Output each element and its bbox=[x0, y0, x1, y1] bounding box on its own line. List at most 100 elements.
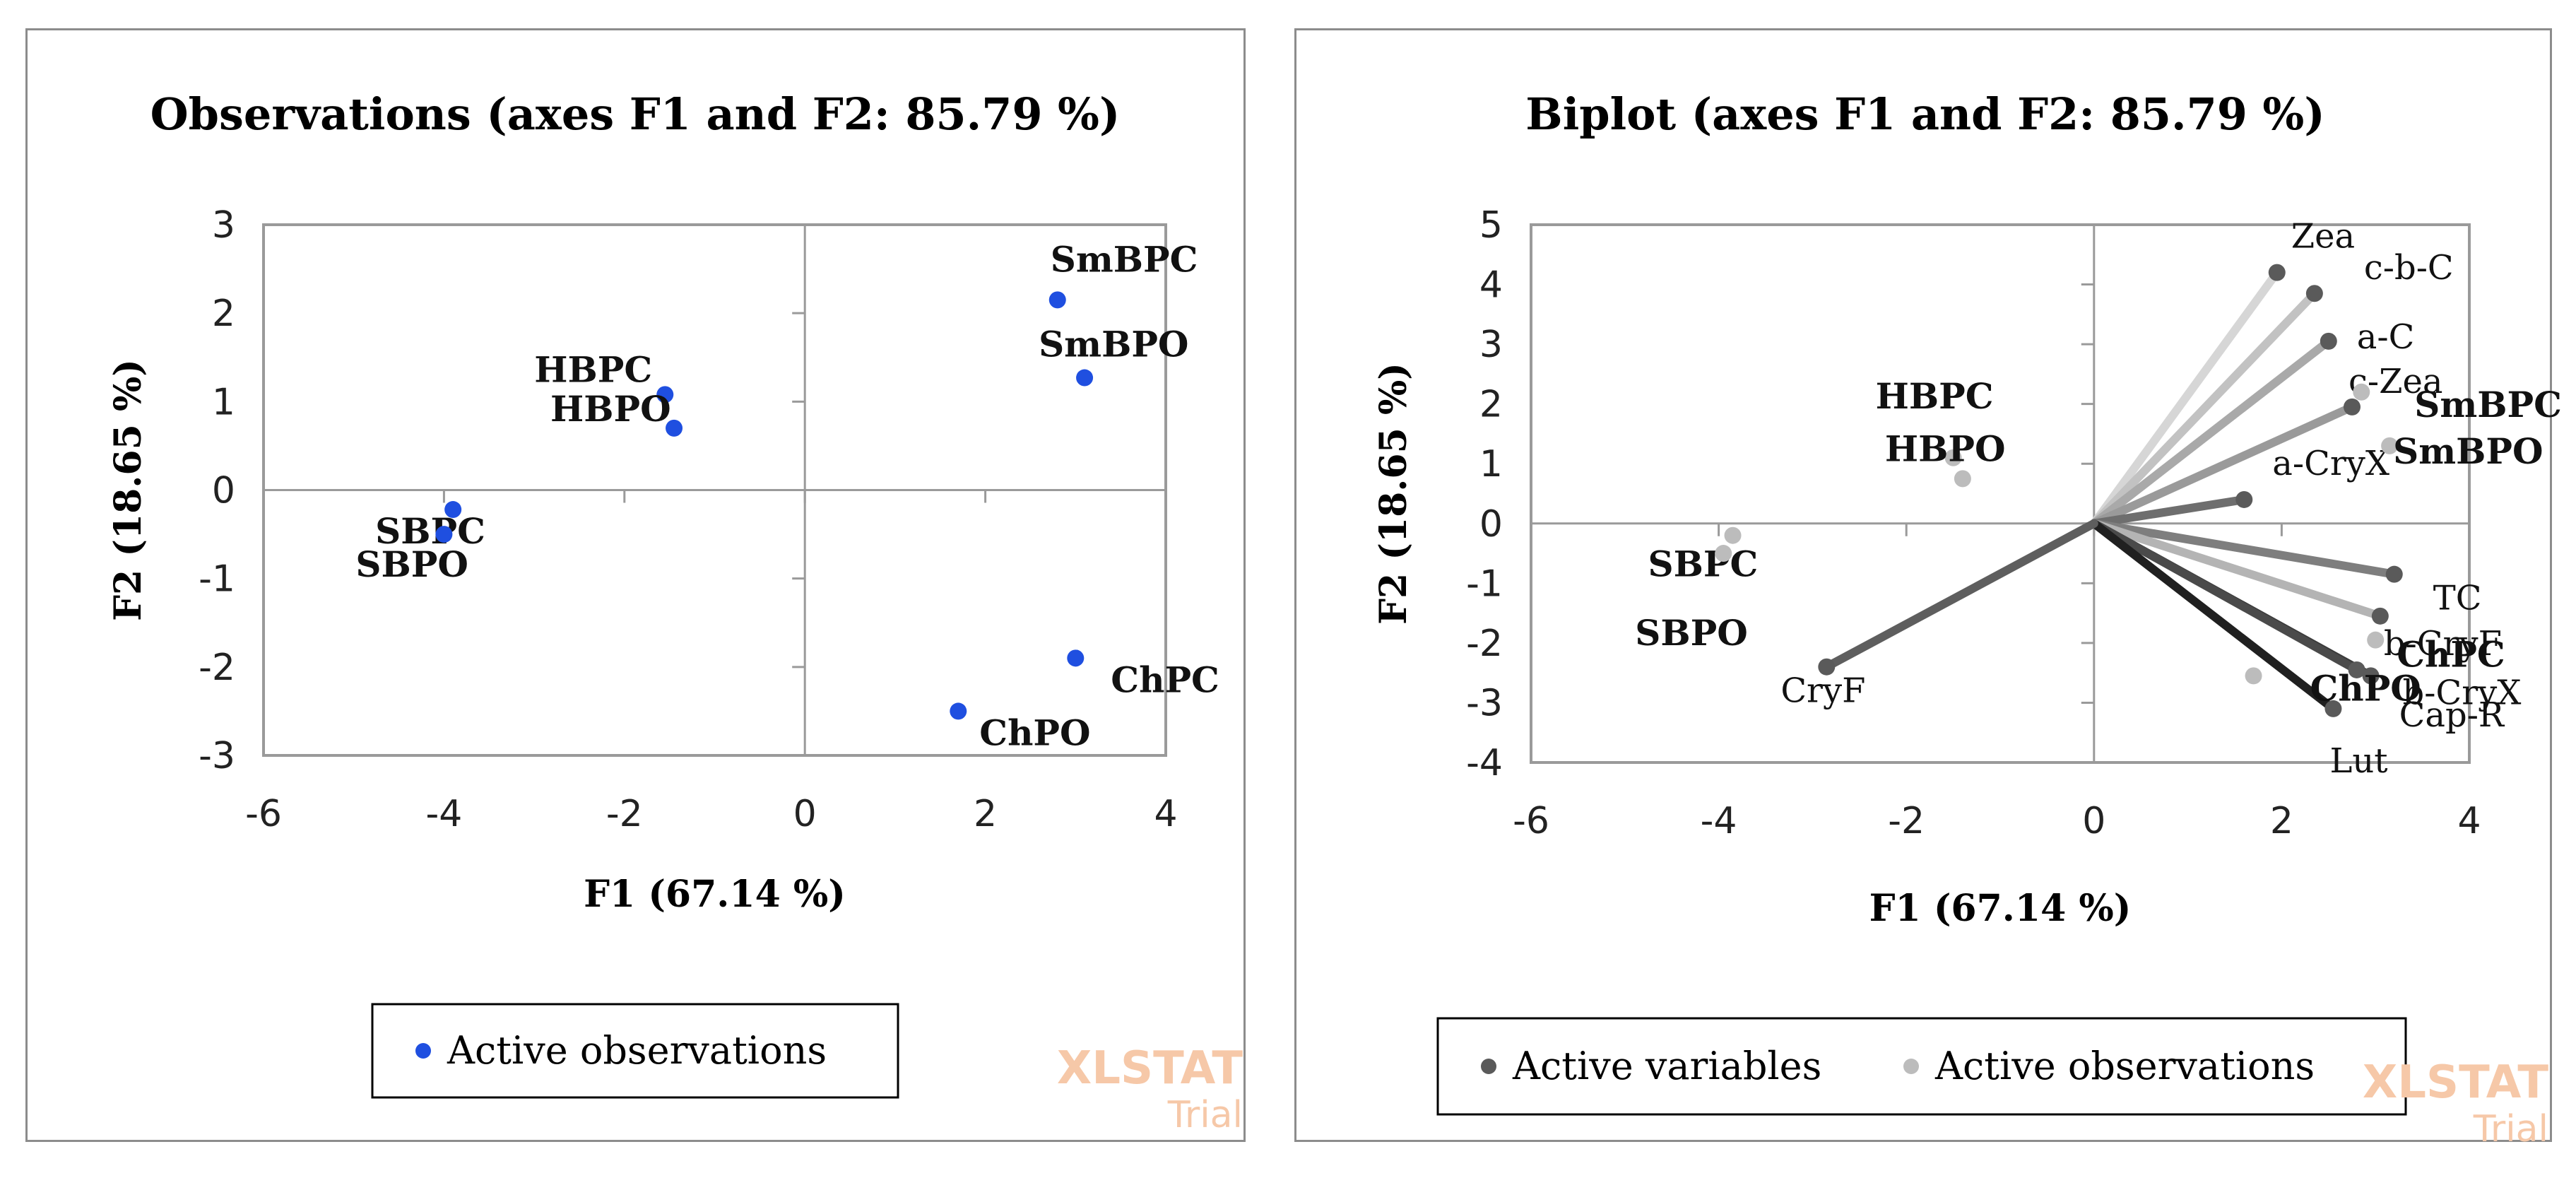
observation-label: SmBPO bbox=[2393, 430, 2543, 472]
observation-point bbox=[1067, 649, 1085, 667]
observation-label: ChPC bbox=[2397, 634, 2505, 676]
y-tick-label: 2 bbox=[1479, 384, 1503, 426]
observation-point bbox=[1724, 526, 1742, 544]
variable-point bbox=[2235, 490, 2253, 508]
chart-title: Biplot (axes F1 and F2: 85.79 %) bbox=[1525, 88, 2324, 140]
observation-point bbox=[2353, 383, 2370, 401]
observation-point bbox=[666, 419, 683, 437]
variable-vector bbox=[2089, 519, 2399, 579]
y-tick-label: -4 bbox=[1466, 742, 1503, 784]
legend-box bbox=[1436, 1017, 2407, 1116]
observation-label: SBPO bbox=[355, 543, 468, 585]
y-tick-label: 1 bbox=[1479, 443, 1503, 485]
y-tick-label: 2 bbox=[212, 293, 235, 335]
y-tick-label: 0 bbox=[1479, 503, 1503, 546]
variable-point bbox=[2268, 264, 2286, 281]
variable-vector bbox=[2089, 289, 2319, 528]
observation-label: SmBPO bbox=[1039, 324, 1188, 365]
x-tick-label: 0 bbox=[793, 793, 817, 835]
y-tick-label: 3 bbox=[212, 204, 235, 247]
y-tick-label: -3 bbox=[199, 735, 235, 777]
observation-label: HBPC bbox=[1876, 375, 1994, 417]
variable-point bbox=[2324, 700, 2342, 717]
legend-marker bbox=[1903, 1059, 1919, 1074]
trial-watermark: Trial bbox=[2473, 1108, 2548, 1150]
x-axis-title: F1 (67.14 %) bbox=[584, 873, 846, 916]
y-tick-label: -1 bbox=[199, 558, 235, 601]
observation-label: HBPO bbox=[1885, 428, 2006, 469]
x-tick-label: -4 bbox=[425, 793, 462, 835]
variable-point bbox=[2362, 667, 2380, 685]
observation-point bbox=[2245, 667, 2262, 685]
x-tick-label: -6 bbox=[245, 793, 282, 835]
variable-point bbox=[2385, 565, 2403, 583]
y-tick-label: -2 bbox=[199, 647, 235, 689]
variable-point bbox=[2320, 332, 2337, 350]
variable-label: a-C bbox=[2357, 317, 2415, 357]
plot-frame bbox=[1530, 223, 2471, 764]
x-axis-title: F1 (67.14 %) bbox=[1869, 887, 2132, 930]
observation-label: HBPO bbox=[550, 388, 671, 430]
x-tick-label: -4 bbox=[1701, 800, 1737, 842]
observation-label: ChPO bbox=[2310, 667, 2421, 709]
variable-point bbox=[2305, 285, 2323, 302]
variable-label: c-b-C bbox=[2364, 248, 2454, 288]
observation-point bbox=[435, 526, 453, 543]
legend-label: Active observations bbox=[1934, 1044, 2315, 1088]
legend-label: Active variables bbox=[1512, 1044, 1821, 1088]
variable-label: CryF bbox=[1780, 671, 1865, 711]
legend-marker bbox=[1481, 1059, 1496, 1074]
observations-chart: Observations (axes F1 and F2: 85.79 %) -3… bbox=[107, 88, 1243, 1136]
variable-point bbox=[1818, 658, 1836, 676]
variable-vector bbox=[2089, 519, 2361, 674]
observation-point bbox=[1715, 545, 1732, 563]
y-tick-label: 1 bbox=[212, 381, 235, 423]
y-tick-label: -1 bbox=[1466, 563, 1503, 605]
x-tick-label: 0 bbox=[2082, 800, 2105, 842]
observation-point bbox=[1944, 449, 1962, 466]
x-tick-label: -2 bbox=[606, 793, 643, 835]
x-tick-label: 4 bbox=[1154, 793, 1177, 835]
x-tick-label: -6 bbox=[1513, 800, 1549, 842]
variable-vector bbox=[2089, 402, 2356, 528]
chart-title: Observations (axes F1 and F2: 85.79 %) bbox=[150, 88, 1121, 140]
observation-label: ChPC bbox=[1111, 659, 1219, 700]
y-tick-label: 3 bbox=[1479, 324, 1503, 366]
variable-vector bbox=[2089, 519, 2338, 713]
observation-point bbox=[950, 702, 967, 720]
observation-label: SBPO bbox=[1635, 612, 1748, 654]
variable-vector bbox=[2089, 495, 2249, 528]
variable-vector bbox=[1822, 519, 2098, 671]
variable-label: a-CryX bbox=[2272, 444, 2389, 483]
trial-watermark: Trial bbox=[1167, 1094, 1243, 1136]
y-tick-label: -2 bbox=[1466, 623, 1503, 665]
observation-point bbox=[2367, 631, 2385, 649]
observation-point bbox=[1048, 291, 1066, 309]
biplot-chart: Biplot (axes F1 and F2: 85.79 %) -4 -3 -2 -1… bbox=[1372, 88, 2562, 1150]
variable-point bbox=[2348, 661, 2365, 678]
variable-label: Cap-R bbox=[2399, 695, 2505, 735]
observation-point bbox=[2381, 437, 2399, 454]
legend-label: Active observations bbox=[447, 1028, 827, 1073]
xlstat-watermark: XLSTAT bbox=[2363, 1056, 2548, 1109]
x-tick-label: -2 bbox=[1888, 800, 1925, 842]
variable-vector bbox=[2089, 519, 2385, 620]
biplot-chart-panel: Biplot (axes F1 and F2: 85.79 %) -4 -3 -2 -1… bbox=[1294, 28, 2562, 1150]
observation-label: ChPO bbox=[979, 712, 1090, 753]
observation-point bbox=[1954, 470, 1971, 488]
observations-chart-panel: Observations (axes F1 and F2: 85.79 %) -3… bbox=[25, 28, 1246, 1142]
variable-point bbox=[2371, 607, 2389, 625]
variable-vector bbox=[2089, 336, 2333, 528]
variable-vector bbox=[2089, 268, 2281, 528]
y-tick-label: 0 bbox=[212, 470, 235, 512]
variable-label: Zea bbox=[2291, 217, 2355, 257]
observation-label: SmBPC bbox=[1051, 238, 1198, 280]
observation-point bbox=[444, 501, 462, 519]
x-tick-label: 2 bbox=[974, 793, 997, 835]
xlstat-watermark: XLSTAT bbox=[1057, 1042, 1243, 1095]
y-tick-label: -3 bbox=[1466, 682, 1503, 724]
observation-label: SBPC bbox=[1648, 543, 1759, 585]
legend-box bbox=[371, 1003, 899, 1099]
observation-label: SmBPC bbox=[2414, 384, 2562, 425]
x-tick-label: 4 bbox=[2457, 800, 2481, 842]
